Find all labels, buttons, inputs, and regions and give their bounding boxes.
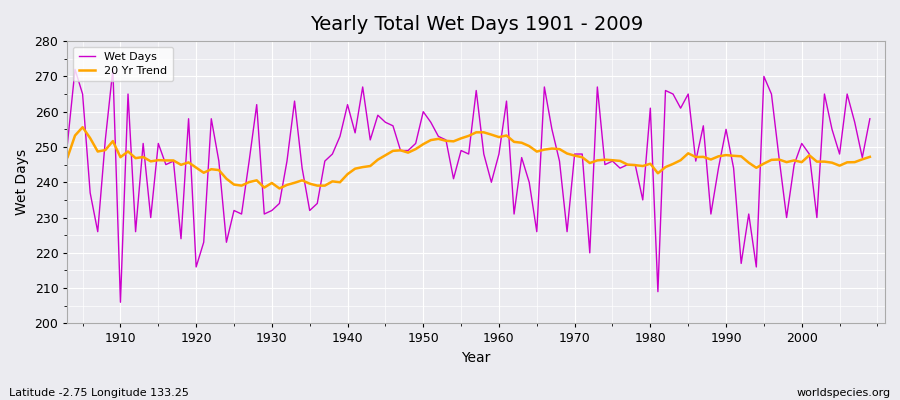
Legend: Wet Days, 20 Yr Trend: Wet Days, 20 Yr Trend [73, 47, 173, 81]
Title: Yearly Total Wet Days 1901 - 2009: Yearly Total Wet Days 1901 - 2009 [310, 15, 643, 34]
20 Yr Trend [47, 138, 58, 142]
Wet Days [508, 212, 519, 216]
20 Yr Trend [501, 133, 512, 138]
20 Yr Trend [865, 154, 876, 159]
20 Yr Trend [508, 140, 519, 144]
Wet Days [47, 138, 58, 142]
Wet Days [865, 116, 876, 121]
Wet Days [289, 99, 300, 104]
Wet Days [122, 92, 133, 96]
Wet Days [335, 134, 346, 139]
20 Yr Trend [77, 125, 88, 130]
Text: Latitude -2.75 Longitude 133.25: Latitude -2.75 Longitude 133.25 [9, 388, 189, 398]
Wet Days [69, 67, 80, 72]
20 Yr Trend [335, 180, 346, 185]
Wet Days [115, 300, 126, 305]
20 Yr Trend [599, 157, 610, 162]
20 Yr Trend [289, 180, 300, 185]
Text: worldspecies.org: worldspecies.org [796, 388, 891, 398]
Line: Wet Days: Wet Days [52, 69, 870, 302]
20 Yr Trend [274, 186, 284, 191]
Wet Days [599, 162, 610, 167]
Wet Days [501, 99, 512, 104]
20 Yr Trend [115, 155, 126, 160]
X-axis label: Year: Year [462, 351, 490, 365]
Y-axis label: Wet Days: Wet Days [15, 149, 29, 215]
Line: 20 Yr Trend: 20 Yr Trend [52, 127, 870, 188]
